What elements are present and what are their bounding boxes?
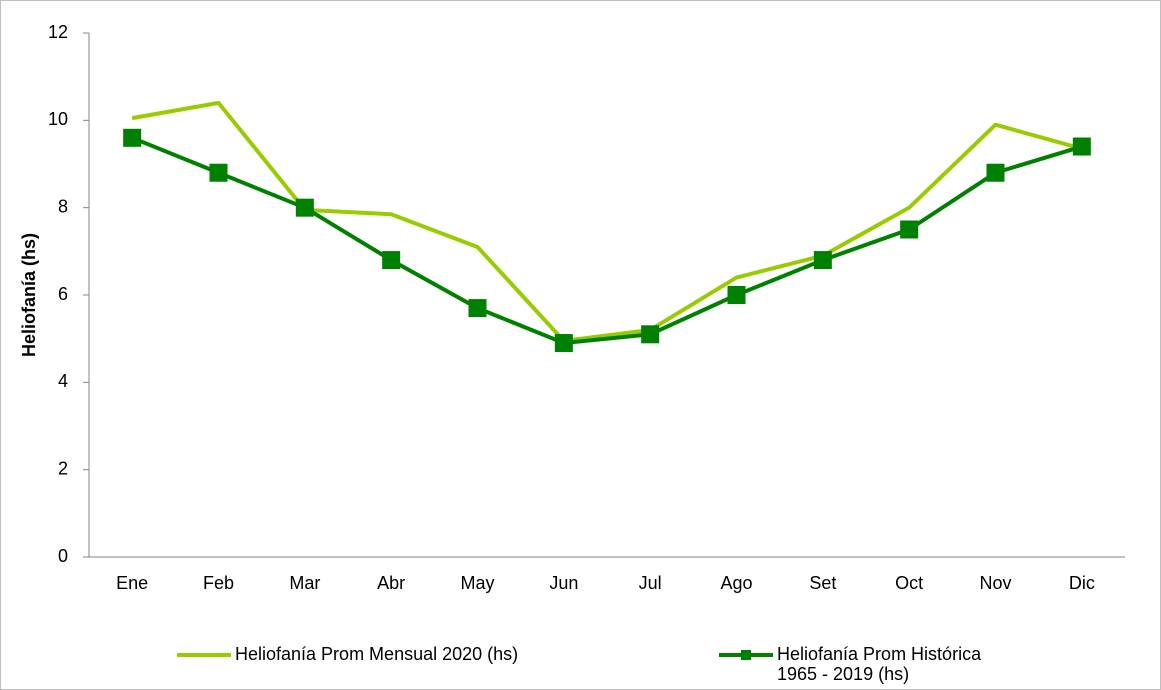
series-line xyxy=(131,135,1083,346)
y-tick-label: 8 xyxy=(58,196,68,216)
x-tick-label: Jul xyxy=(639,573,662,593)
x-tick-label: May xyxy=(460,573,494,593)
x-tick-label: Jun xyxy=(549,573,578,593)
x-tick-label: Ago xyxy=(720,573,752,593)
y-tick-label: 2 xyxy=(58,458,68,478)
y-tick-label: 10 xyxy=(48,109,68,129)
marker xyxy=(382,251,401,270)
marker xyxy=(727,286,746,304)
marker xyxy=(1072,137,1091,156)
marker xyxy=(123,128,142,147)
series-line xyxy=(131,100,1083,343)
y-tick-label: 0 xyxy=(58,546,68,566)
marker xyxy=(209,163,228,182)
legend-label: Heliofanía Prom Histórica 1965 - 2019 (hs… xyxy=(777,644,982,684)
x-tick-label: Dic xyxy=(1069,573,1095,593)
x-tick-label: Ene xyxy=(116,573,148,593)
x-tick-label: Feb xyxy=(203,573,234,593)
marker xyxy=(468,299,487,318)
y-tick-label: 4 xyxy=(58,371,68,391)
marker xyxy=(295,198,314,217)
x-tick-label: Set xyxy=(809,573,836,593)
marker xyxy=(900,220,919,239)
marker xyxy=(986,163,1005,182)
x-tick-label: Abr xyxy=(377,573,405,593)
marker xyxy=(554,334,573,353)
x-tick-label: Mar xyxy=(289,573,320,593)
marker xyxy=(641,325,660,344)
y-tick-label: 12 xyxy=(48,22,68,42)
legend-label: Heliofanía Prom Mensual 2020 (hs) xyxy=(235,644,518,664)
y-tick-label: 6 xyxy=(58,284,68,304)
legend-marker xyxy=(741,650,751,660)
y-axis-label: Heliofanía (hs) xyxy=(19,233,39,357)
marker xyxy=(813,251,832,270)
x-tick-label: Oct xyxy=(895,573,923,593)
x-tick-label: Nov xyxy=(979,573,1011,593)
